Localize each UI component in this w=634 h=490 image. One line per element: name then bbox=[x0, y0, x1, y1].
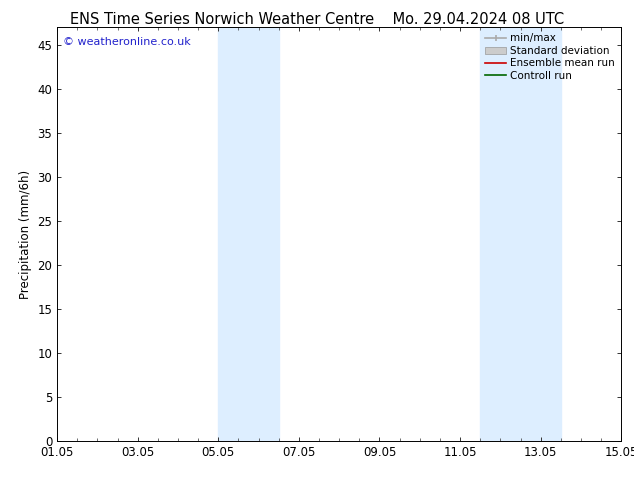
Bar bbox=[481, 27, 561, 441]
Legend: min/max, Standard deviation, Ensemble mean run, Controll run: min/max, Standard deviation, Ensemble me… bbox=[481, 29, 619, 85]
Bar bbox=[218, 27, 279, 441]
Y-axis label: Precipitation (mm/6h): Precipitation (mm/6h) bbox=[19, 170, 32, 298]
Text: ENS Time Series Norwich Weather Centre    Mo. 29.04.2024 08 UTC: ENS Time Series Norwich Weather Centre M… bbox=[70, 12, 564, 27]
Text: © weatheronline.co.uk: © weatheronline.co.uk bbox=[63, 37, 190, 48]
